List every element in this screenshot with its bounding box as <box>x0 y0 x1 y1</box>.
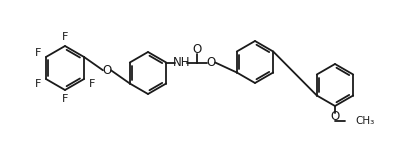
Text: O: O <box>192 43 202 56</box>
Text: F: F <box>62 94 68 104</box>
Text: O: O <box>207 56 216 69</box>
Text: F: F <box>62 32 68 42</box>
Text: NH: NH <box>173 56 190 69</box>
Text: CH₃: CH₃ <box>355 116 374 126</box>
Text: O: O <box>102 64 111 77</box>
Text: O: O <box>330 111 340 123</box>
Text: F: F <box>35 48 41 58</box>
Text: F: F <box>35 78 41 89</box>
Text: F: F <box>88 78 95 89</box>
